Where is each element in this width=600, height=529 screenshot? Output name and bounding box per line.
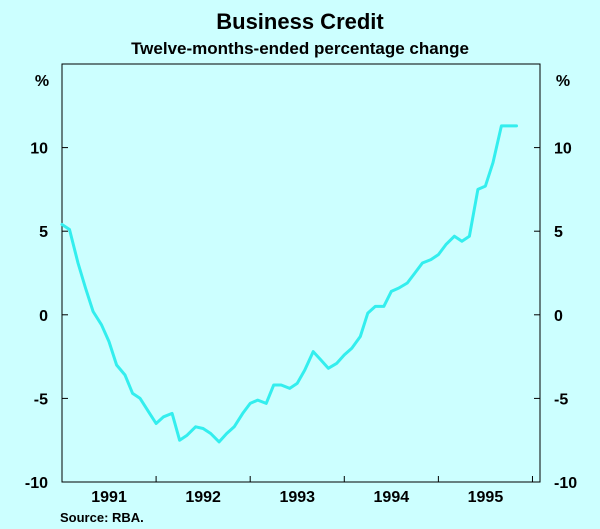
x-tick-label: 1992 — [185, 489, 221, 506]
chart-title: Business Credit — [216, 9, 384, 34]
y-axis-label-left: % — [35, 73, 49, 90]
x-tick-label: 1994 — [374, 489, 410, 506]
source-note: Source: RBA. — [60, 510, 144, 525]
x-tick-label: 1995 — [468, 489, 504, 506]
series-line-business-credit — [60, 124, 518, 444]
x-tick-label: 1991 — [91, 489, 127, 506]
y-axis-label-right: % — [556, 73, 570, 90]
y-tick-label-left: 5 — [39, 224, 48, 241]
plot-frame — [61, 63, 541, 483]
y-tick-label-right: -10 — [554, 475, 577, 492]
y-tick-label-left: 0 — [39, 308, 48, 325]
y-tick-label-left: -10 — [25, 475, 48, 492]
y-tick-label-right: -5 — [554, 391, 568, 408]
plot-area: -10 -10 -5 -5 0 0 5 5 10 10 1991 1992 1993 1994 1995 — [25, 63, 577, 506]
y-tick-label-left: -5 — [34, 391, 48, 408]
y-tick-label-right: 10 — [554, 141, 572, 158]
y-tick-label-right: 0 — [554, 308, 563, 325]
y-tick-label-left: 10 — [30, 141, 48, 158]
y-tick-label-right: 5 — [554, 224, 563, 241]
chart-subtitle: Twelve-months-ended percentage change — [131, 39, 469, 58]
x-tick-label: 1993 — [279, 489, 315, 506]
